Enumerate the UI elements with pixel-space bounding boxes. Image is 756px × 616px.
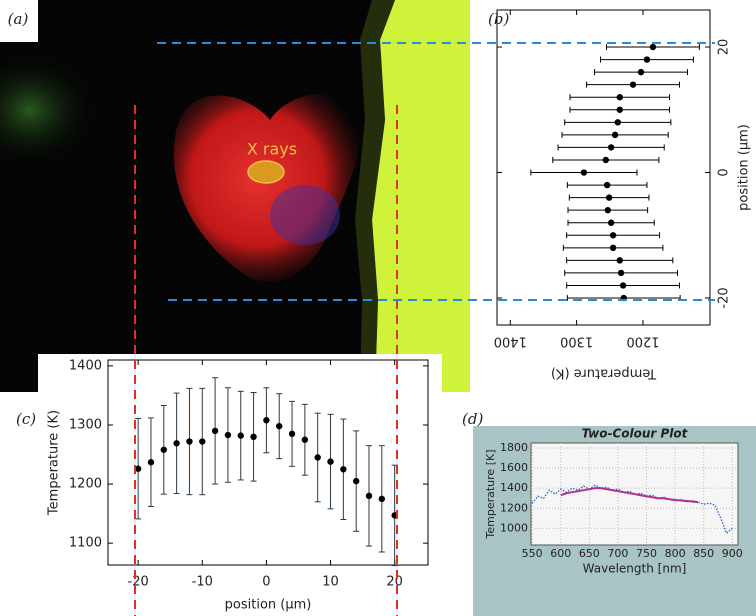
x-axis-label: Wavelength [nm]	[583, 562, 687, 576]
point	[580, 169, 588, 176]
x-tick-label: -20	[128, 575, 149, 590]
point	[605, 194, 613, 201]
y-tick-label: 20	[717, 39, 732, 56]
panel-label: (d)	[462, 410, 483, 428]
point	[609, 232, 617, 239]
panel-label: (b)	[488, 10, 509, 28]
y-tick-label: 1600	[500, 461, 528, 474]
y-tick-label: 1400	[69, 358, 102, 373]
x-tick-label: 900	[722, 547, 743, 560]
y-tick-label: 1400	[500, 481, 528, 494]
point	[186, 438, 193, 445]
point	[173, 440, 180, 447]
point	[616, 94, 623, 101]
panel-label: (a)	[8, 10, 29, 28]
point	[224, 431, 232, 439]
y-tick-label: 1300	[69, 417, 102, 432]
x-tick-label: 800	[665, 547, 686, 560]
x-tick-label: 1400	[494, 334, 527, 349]
y-axis-label: Temperature [K]	[484, 450, 497, 540]
y-tick-label: 1800	[500, 441, 528, 454]
point	[604, 206, 612, 214]
point	[616, 257, 623, 264]
x-tick-label: 700	[607, 547, 628, 560]
point	[211, 427, 219, 435]
point	[314, 454, 321, 461]
plot-frame	[107, 359, 429, 566]
point	[607, 219, 615, 226]
point	[250, 433, 257, 441]
point	[301, 436, 309, 443]
x-tick-label: 0	[262, 575, 270, 590]
x-tick-label: 850	[693, 547, 714, 560]
x-tick-label: 10	[322, 575, 339, 590]
point	[616, 106, 623, 113]
annotation: X rays	[247, 140, 297, 159]
point	[160, 446, 167, 453]
point	[603, 181, 611, 189]
point	[263, 417, 270, 424]
point	[602, 156, 610, 164]
point	[199, 438, 206, 445]
series-line	[560, 487, 699, 504]
y-tick-label: 1200	[500, 501, 528, 514]
point	[619, 282, 627, 289]
x-tick-label: -10	[192, 575, 213, 590]
x-tick-label: 20	[386, 575, 403, 590]
x-axis-label: position (µm)	[225, 598, 312, 613]
point	[607, 144, 615, 151]
point	[611, 131, 619, 139]
y-axis-label: position (µm)	[737, 124, 752, 211]
point	[276, 422, 283, 430]
x-tick-label: 1300	[560, 334, 593, 349]
point	[637, 68, 645, 76]
x-tick-label: 750	[636, 547, 657, 560]
point	[327, 458, 334, 465]
y-tick-label: 1200	[69, 477, 102, 492]
point	[365, 492, 373, 500]
point	[147, 459, 155, 466]
x-tick-label: 650	[579, 547, 600, 560]
point	[288, 430, 296, 438]
point	[340, 466, 347, 473]
y-tick-label: 1000	[500, 521, 528, 534]
point	[609, 244, 617, 252]
x-tick-label: 600	[550, 547, 571, 560]
point	[134, 465, 142, 472]
guides	[134, 42, 715, 616]
image-panel: X rays (a)	[0, 0, 470, 392]
point	[352, 477, 360, 485]
point	[237, 432, 244, 439]
point	[629, 81, 637, 88]
point	[617, 269, 625, 277]
y-tick-label: 1100	[69, 536, 102, 551]
point	[649, 43, 657, 51]
y-tick-label: -20	[717, 287, 732, 308]
x-axis-label: Temperature (K)	[551, 366, 657, 381]
y-tick-label: 0	[717, 168, 732, 176]
point	[643, 56, 651, 63]
charts: 1400 1300 1200 -20 0 20 Temperature (K) positio…	[16, 9, 752, 613]
plot-frame	[496, 9, 711, 326]
point	[378, 495, 386, 503]
chart-title: Two-Colour Plot	[582, 427, 689, 441]
x-tick-label: 550	[522, 547, 543, 560]
x-tick-label: 1200	[626, 334, 659, 349]
panel-label: (c)	[16, 410, 36, 428]
point	[614, 119, 621, 126]
y-axis-label: Temperature (K)	[47, 410, 62, 516]
series-line	[531, 484, 733, 535]
